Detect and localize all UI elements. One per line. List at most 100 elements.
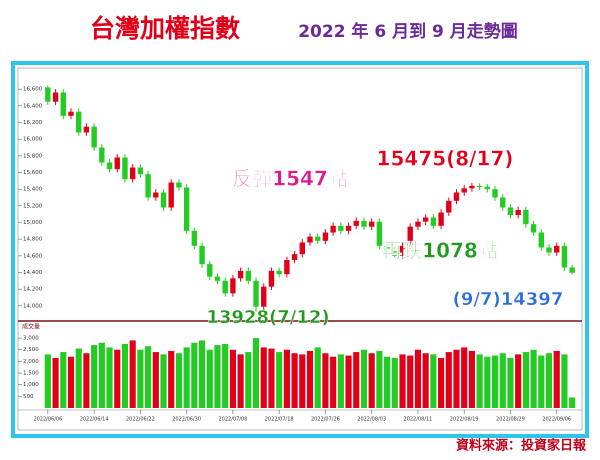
candle-body	[91, 126, 97, 148]
volume-bar	[222, 343, 229, 408]
candle-body	[500, 197, 506, 208]
volume-bar	[129, 340, 136, 408]
volume-bar	[44, 354, 51, 408]
candle-body	[106, 162, 113, 170]
volume-bar	[337, 354, 344, 408]
candle-body	[291, 254, 298, 260]
x-tick-label: 2022/06/14	[80, 417, 109, 423]
candle-body	[137, 167, 144, 175]
volume-bar	[83, 353, 90, 408]
candle-body	[430, 217, 437, 226]
volume-tick-label: 1,000	[23, 382, 39, 388]
candle-body	[523, 210, 529, 225]
candle-body	[561, 245, 568, 268]
candle-body	[191, 230, 198, 246]
annotation: 15475(8/17)	[377, 147, 514, 171]
volume-bar	[522, 352, 529, 408]
volume-bar	[52, 357, 59, 408]
candle-body	[330, 225, 336, 233]
volume-bar	[453, 349, 460, 408]
volume-bar	[491, 355, 499, 408]
candle-body	[122, 157, 128, 180]
candle-body	[45, 87, 51, 102]
volume-bar	[430, 354, 437, 408]
volume-bar	[399, 354, 406, 408]
volume-bar	[569, 397, 576, 408]
volume-bar	[91, 345, 98, 408]
candle-body	[99, 147, 105, 163]
candle-body	[199, 245, 205, 265]
candle-body	[207, 264, 213, 277]
annotation: (9/7)14397	[453, 289, 564, 310]
volume-bar	[445, 352, 452, 408]
candle-body	[299, 242, 305, 255]
candle-body	[160, 192, 167, 208]
volume-bar	[198, 340, 206, 408]
volume-bar	[268, 348, 275, 408]
volume-tick-label: 500	[23, 394, 34, 400]
volume-bar	[561, 354, 568, 408]
volume-bar	[283, 349, 290, 408]
candle-body	[361, 220, 367, 227]
x-tick-label: 2022/07/18	[265, 417, 294, 423]
volume-bar	[314, 347, 321, 408]
volume-bar	[67, 356, 75, 408]
candle-body	[114, 157, 120, 170]
candle-body	[214, 276, 221, 281]
candle-body	[376, 221, 383, 246]
volume-bar	[538, 355, 545, 408]
volume-tick-label: 2,500	[23, 347, 39, 353]
volume-bar	[360, 349, 368, 408]
volume-bar	[322, 353, 329, 408]
x-tick-label: 2022/06/30	[172, 417, 201, 423]
volume-bar	[422, 353, 429, 408]
candle-body	[245, 270, 252, 281]
volume-bar	[106, 347, 113, 408]
volume-bar	[168, 350, 175, 408]
volume-bar	[530, 349, 537, 408]
candle-body	[368, 221, 375, 227]
volume-bar	[515, 354, 522, 408]
volume-bar	[507, 357, 514, 408]
volume-bar	[206, 349, 213, 408]
y-tick-label: 16,000	[23, 137, 43, 143]
candle-body	[392, 250, 398, 256]
candle-body	[60, 92, 66, 116]
candle-body	[507, 207, 514, 215]
y-tick-label: 15,400	[23, 187, 43, 193]
y-tick-label: 16,600	[23, 87, 43, 93]
candle-body	[253, 280, 259, 307]
x-tick-label: 2022/08/03	[357, 417, 386, 423]
volume-bar	[183, 347, 190, 408]
chart-subtitle: 2022 年 6 月到 9 月走勢圖	[298, 21, 518, 42]
y-tick-label: 16,200	[23, 120, 43, 126]
candle-body	[129, 167, 136, 180]
x-tick-label: 2022/08/19	[450, 417, 479, 423]
x-tick-label: 2022/09/06	[542, 417, 571, 423]
y-tick-label: 15,600	[23, 170, 43, 176]
volume-bar	[484, 356, 491, 408]
x-tick-label: 2022/06/06	[33, 417, 62, 423]
y-tick-label: 15,800	[23, 153, 43, 159]
annotation: 13928(7/12)	[206, 307, 329, 328]
volume-bar	[252, 338, 260, 408]
candle-body	[68, 111, 74, 116]
volume-bar	[145, 346, 152, 408]
candle-body	[569, 267, 575, 273]
candle-body	[407, 226, 413, 246]
y-tick-label: 14,600	[23, 253, 43, 259]
source-note: 資料來源：投資家日報	[456, 438, 587, 454]
candle-body	[176, 182, 182, 188]
candle-body	[422, 217, 429, 222]
candle-body	[515, 210, 521, 215]
volume-tick-label: 3,000	[23, 336, 39, 342]
y-tick-label: 16,400	[23, 103, 43, 109]
candle-body	[438, 212, 444, 226]
candle-body	[476, 185, 483, 187]
candle-body	[446, 200, 452, 213]
volume-bar	[137, 349, 144, 408]
volume-bar	[291, 353, 298, 408]
volume-bar	[245, 352, 252, 408]
candle-body	[546, 247, 552, 253]
